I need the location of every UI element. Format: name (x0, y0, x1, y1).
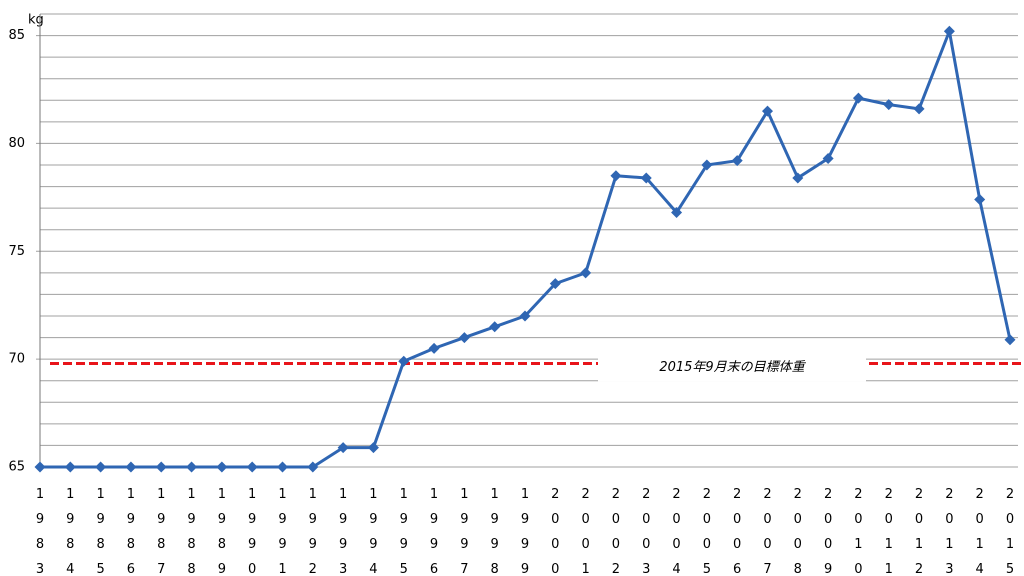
data-point (1004, 334, 1016, 346)
data-point (549, 278, 561, 290)
data-point (883, 99, 895, 111)
data-point (458, 332, 470, 344)
data-point (367, 442, 379, 454)
y-tick-label: 70 (8, 352, 25, 367)
data-point (580, 267, 592, 279)
data-line (40, 29, 1012, 469)
data-point (125, 461, 137, 473)
data-point (943, 25, 955, 37)
data-point (216, 461, 228, 473)
data-point (762, 105, 773, 117)
data-point (246, 461, 258, 473)
y-unit: kg (28, 13, 44, 28)
data-point (852, 92, 864, 104)
data-point (701, 159, 713, 171)
data-point (186, 461, 198, 473)
data-point (64, 461, 76, 473)
data-point (95, 461, 107, 473)
data-point (307, 461, 319, 473)
data-point (277, 461, 288, 473)
y-tick-label: 80 (8, 136, 25, 151)
y-tick-label: 85 (8, 28, 25, 43)
y-tick-label: 65 (8, 460, 25, 475)
data-point (428, 342, 440, 354)
data-point (792, 172, 804, 184)
data-point (34, 461, 46, 473)
target-label-bg (598, 345, 866, 382)
target-label: 2015年9月末の目標体重 (659, 360, 806, 375)
data-point (731, 155, 743, 167)
data-point (337, 442, 349, 454)
data-point (519, 310, 531, 322)
data-point (640, 172, 652, 184)
data-point (155, 461, 167, 473)
data-point (489, 321, 501, 333)
data-point (913, 103, 925, 115)
data-point (610, 170, 622, 182)
data-point (671, 206, 683, 218)
y-tick-label: 75 (8, 244, 25, 259)
data-point (398, 355, 410, 367)
data-point (974, 194, 986, 206)
data-point (822, 153, 834, 165)
